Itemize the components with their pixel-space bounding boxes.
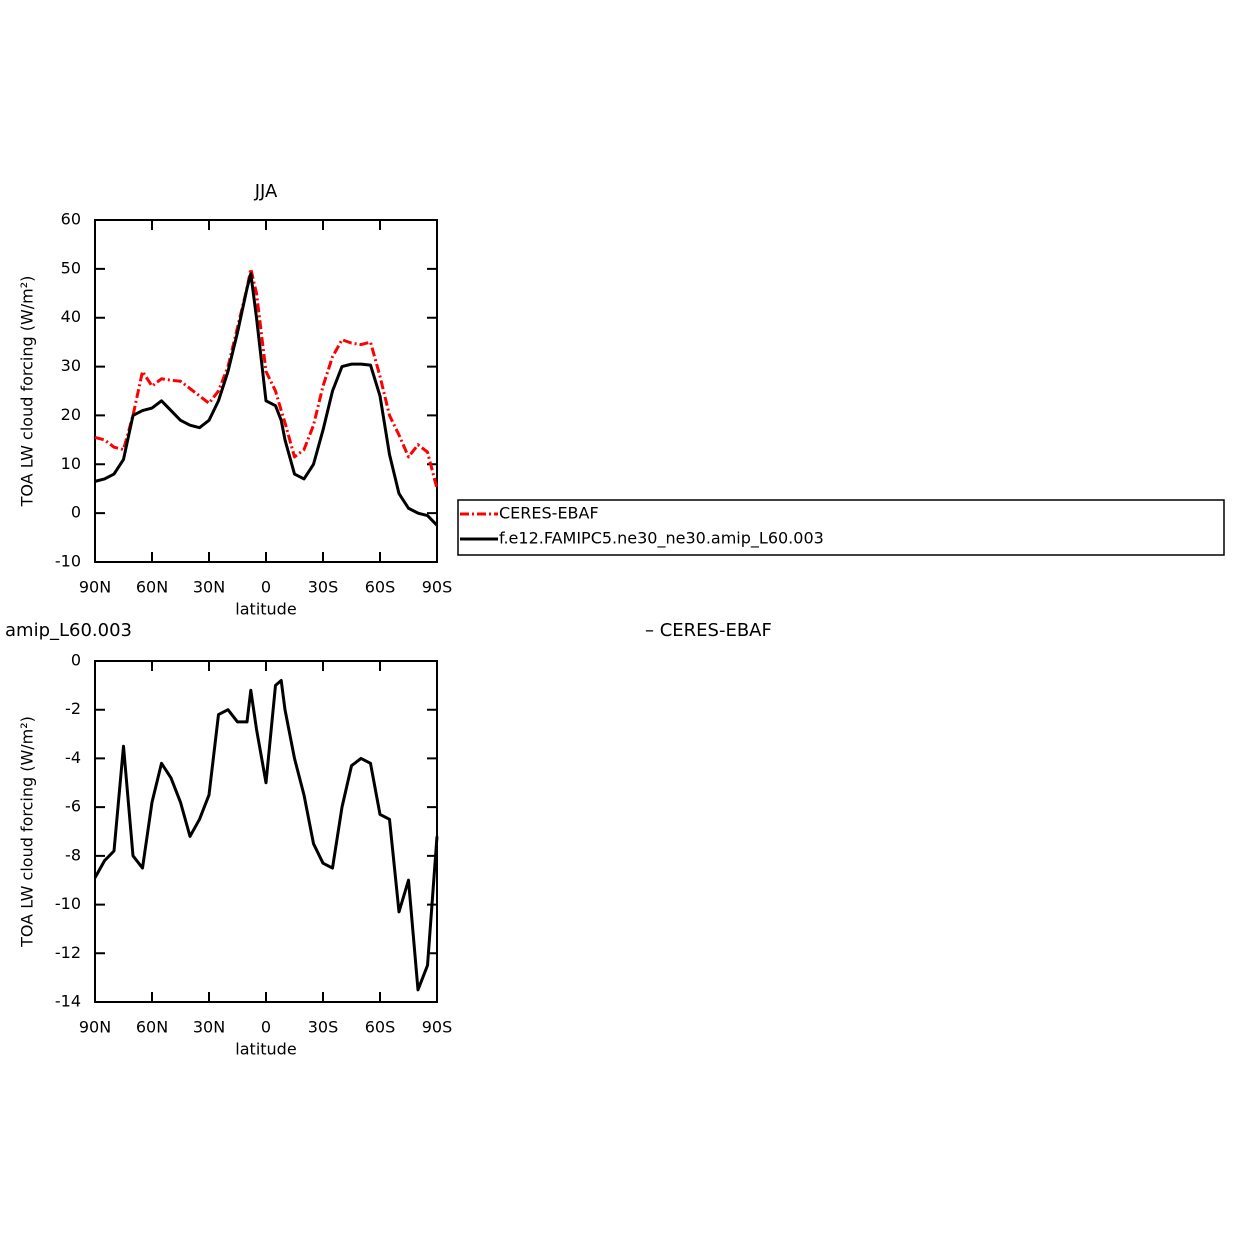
data-line [94,272,439,527]
y-tick-label: -10 [55,894,81,913]
y-tick-label: 0 [71,503,81,522]
x-tick-label: 90N [79,578,111,597]
x-tick-label: 30N [193,1018,225,1037]
y-tick-label: -8 [65,845,81,864]
x-tick-label: 90S [422,1018,453,1037]
y-tick-label: -12 [55,943,81,962]
x-tick-label: 0 [261,578,271,597]
chart-title-right: – CERES-EBAF [645,620,772,641]
y-tick-label: -10 [55,552,81,571]
data-line [93,678,439,992]
y-tick-label: 60 [61,210,81,229]
legend-label: CERES-EBAF [499,504,599,523]
data-line [94,267,439,490]
y-tick-label: -4 [65,748,81,767]
y-axis-label: TOA LW cloud forcing (W/m²) [18,716,37,948]
y-tick-label: 40 [61,307,81,326]
x-tick-label: 90N [79,1018,111,1037]
y-tick-label: 0 [71,651,81,670]
y-tick-label: 10 [61,454,81,473]
legend-label: f.e12.FAMIPC5.ne30_ne30.amip_L60.003 [499,529,824,549]
x-axis-label: latitude [235,1040,296,1059]
chart-title: JJA [254,181,278,202]
y-tick-label: 50 [61,258,81,277]
x-axis-label: latitude [235,600,296,619]
y-tick-label: -14 [55,992,81,1011]
x-tick-label: 60S [365,578,396,597]
x-tick-label: 0 [261,1018,271,1037]
x-tick-label: 90S [422,578,453,597]
y-tick-label: 30 [61,356,81,375]
y-tick-label: 20 [61,405,81,424]
legend-box [457,499,1225,556]
x-tick-label: 60S [365,1018,396,1037]
x-tick-label: 60N [136,1018,168,1037]
x-tick-label: 30S [308,1018,339,1037]
x-tick-label: 30N [193,578,225,597]
chart-title-left: amip_L60.003 [5,620,132,641]
y-axis-label: TOA LW cloud forcing (W/m²) [18,276,37,508]
x-tick-label: 30S [308,578,339,597]
x-tick-label: 60N [136,578,168,597]
y-tick-label: -6 [65,797,81,816]
y-tick-label: -2 [65,699,81,718]
